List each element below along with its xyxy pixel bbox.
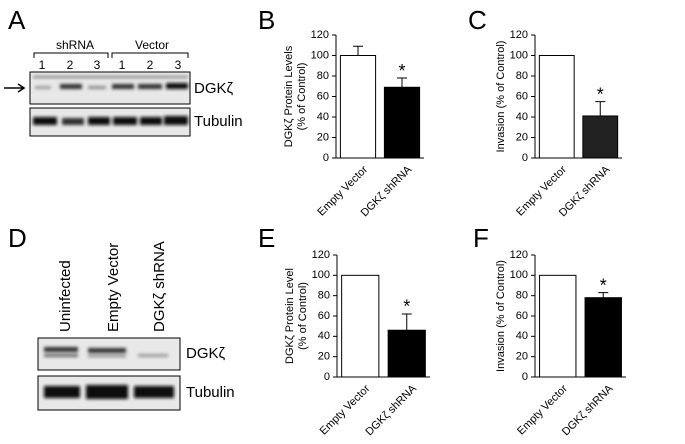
bar [339, 55, 377, 159]
y-tick-label: 120 [311, 29, 329, 41]
error-bar [397, 77, 407, 88]
y-tick-label: 0 [324, 371, 330, 383]
y-tick-label: 80 [317, 70, 329, 82]
y-axis-label: (% of Control) [297, 282, 309, 350]
y-tick-label: 0 [522, 152, 528, 164]
y-tick-label: 60 [317, 90, 329, 102]
band-label: Tubulin [194, 113, 243, 130]
y-tick-label: 0 [522, 371, 528, 383]
error-bar [598, 292, 609, 298]
y-axis-label: (% of Control) [296, 63, 308, 131]
band-label: Tubulin [186, 384, 235, 401]
bar [341, 274, 380, 378]
panel-label: C [468, 5, 487, 35]
y-tick-label: 20 [317, 131, 329, 143]
y-tick-label: 100 [510, 49, 528, 61]
y-tick-label: 40 [516, 330, 528, 342]
significance-mark: * [398, 61, 405, 81]
lane-label: 1 [39, 58, 46, 72]
bar [383, 86, 421, 159]
y-tick-label: 20 [516, 131, 528, 143]
group-label: shRNA [56, 38, 94, 52]
significance-mark: * [403, 297, 410, 317]
y-tick-label: 20 [318, 351, 330, 363]
arrow [4, 83, 26, 93]
y-tick-label: 80 [516, 290, 528, 302]
panel-label: B [258, 5, 275, 35]
lane-label: Uninfected [57, 260, 74, 332]
lane-label: 3 [175, 58, 182, 72]
y-axis-label: Invasion (% of Control) [495, 41, 507, 153]
panel-label: E [258, 223, 275, 253]
group-bracket [33, 52, 189, 58]
panel-label: D [8, 223, 27, 253]
y-tick-label: 60 [516, 310, 528, 322]
lane-label: DGKζ shRNA [151, 241, 168, 332]
lane-label: 3 [94, 58, 101, 72]
y-tick-label: 100 [311, 49, 329, 61]
error-bar [401, 313, 412, 331]
y-tick-label: 80 [318, 290, 330, 302]
y-tick-label: 40 [318, 330, 330, 342]
y-tick-label: 120 [312, 249, 330, 261]
y-tick-label: 100 [312, 269, 330, 281]
band-label: DGKζ [186, 345, 226, 362]
error-bar [353, 45, 363, 56]
lane-label: 2 [147, 58, 154, 72]
bar [584, 297, 622, 378]
y-axis-label: DGKζ Protein Levels [283, 45, 295, 147]
significance-mark: * [597, 84, 604, 104]
y-tick-label: 40 [317, 111, 329, 123]
lane-label: 1 [119, 58, 126, 72]
error-bar [595, 101, 606, 116]
significance-mark: * [600, 275, 607, 295]
lane-label: 2 [67, 58, 74, 72]
panel-label: A [8, 5, 26, 35]
bar [582, 115, 619, 159]
bar [538, 55, 575, 159]
y-axis-label: Invasion (% of Control) [495, 260, 507, 372]
y-tick-label: 120 [510, 249, 528, 261]
y-tick-label: 120 [510, 29, 528, 41]
y-tick-label: 20 [516, 351, 528, 363]
y-tick-label: 100 [510, 269, 528, 281]
y-tick-label: 80 [516, 70, 528, 82]
group-label: Vector [135, 38, 169, 52]
bar [539, 274, 577, 378]
y-tick-label: 60 [516, 90, 528, 102]
band-label: DGKζ [194, 80, 234, 97]
blot [37, 337, 181, 411]
y-tick-label: 60 [318, 310, 330, 322]
lane-label: Empty Vector [105, 243, 122, 332]
y-tick-label: 40 [516, 111, 528, 123]
panel-label: F [473, 223, 489, 253]
blot [29, 71, 191, 137]
bar [387, 329, 426, 378]
y-axis-label: DGKζ Protein Level [284, 268, 296, 364]
y-tick-label: 0 [323, 152, 329, 164]
